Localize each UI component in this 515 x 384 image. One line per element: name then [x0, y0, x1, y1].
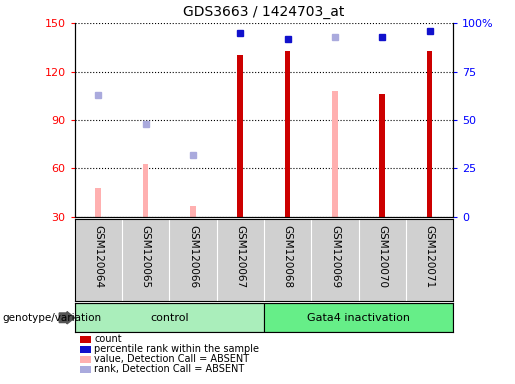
Text: value, Detection Call = ABSENT: value, Detection Call = ABSENT: [94, 354, 249, 364]
Bar: [95, 188, 101, 217]
Text: genotype/variation: genotype/variation: [3, 313, 101, 323]
Text: GSM120066: GSM120066: [188, 225, 198, 289]
Text: Gata4 inactivation: Gata4 inactivation: [307, 313, 410, 323]
Text: GSM120071: GSM120071: [424, 225, 435, 289]
Text: GSM120065: GSM120065: [141, 225, 151, 289]
Text: GSM120070: GSM120070: [377, 225, 387, 288]
Bar: [190, 206, 196, 217]
Text: GSM120067: GSM120067: [235, 225, 245, 289]
Title: GDS3663 / 1424703_at: GDS3663 / 1424703_at: [183, 5, 345, 19]
Bar: [380, 94, 385, 217]
Text: control: control: [150, 313, 188, 323]
Bar: [427, 51, 433, 217]
Bar: [143, 164, 148, 217]
Text: GSM120064: GSM120064: [93, 225, 104, 289]
Bar: [237, 55, 243, 217]
Text: count: count: [94, 334, 122, 344]
Text: percentile rank within the sample: percentile rank within the sample: [94, 344, 259, 354]
Bar: [285, 51, 290, 217]
Text: GSM120068: GSM120068: [283, 225, 293, 289]
Bar: [75, 303, 264, 332]
Bar: [332, 91, 338, 217]
Bar: [264, 303, 453, 332]
Text: rank, Detection Call = ABSENT: rank, Detection Call = ABSENT: [94, 364, 245, 374]
Text: GSM120069: GSM120069: [330, 225, 340, 289]
